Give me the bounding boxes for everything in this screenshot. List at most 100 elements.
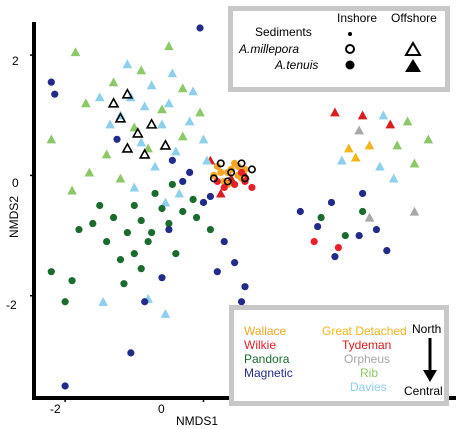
site-label-rib: Rib xyxy=(360,366,379,380)
shape-legend: Sediments Inshore Offshore A.millepora A… xyxy=(228,6,450,92)
data-point-pandora-28 xyxy=(359,207,367,216)
data-point-davies-0 xyxy=(122,59,133,69)
data-point-magnetic-1 xyxy=(47,78,55,86)
data-point-rib-9 xyxy=(177,131,188,141)
data-point-wilkie-7 xyxy=(334,244,342,252)
data-point-magnetic-18 xyxy=(331,253,339,261)
data-point-davies-10 xyxy=(150,161,160,171)
data-point-magnetic-5 xyxy=(206,192,215,201)
data-point-great-detached-0 xyxy=(343,143,354,153)
data-point-magnetic-28 xyxy=(113,135,121,143)
data-point-rib-0 xyxy=(70,47,81,57)
data-point-wilkie-6 xyxy=(310,237,318,246)
data-point-pandora-11 xyxy=(189,195,197,204)
legend-tenuis-offshore-marker xyxy=(405,59,421,72)
data-point-tydeman-0 xyxy=(330,107,340,117)
data-point-davies-1 xyxy=(146,80,157,90)
data-point-magnetic-24 xyxy=(241,283,249,291)
site-label-orpheus: Orpheus xyxy=(344,352,391,366)
points-layer xyxy=(46,24,434,390)
data-point-magnetic-15 xyxy=(199,198,208,207)
data-point-magnetic-12 xyxy=(61,382,69,390)
data-point-davies-19 xyxy=(375,161,385,171)
legend-millepora-label: A.millepora xyxy=(239,42,300,56)
data-point-tydeman-1 xyxy=(357,110,368,120)
site-label-tydeman: Tydeman xyxy=(342,338,392,352)
data-point-wilkie-3 xyxy=(213,177,221,186)
data-point-davies-16 xyxy=(160,197,171,207)
legend-markers xyxy=(345,32,422,72)
data-point-a-millepora-inshore--0 xyxy=(216,159,225,168)
data-point-wallace-5 xyxy=(217,168,225,176)
y-tick-label-neg2: -2 xyxy=(6,298,17,312)
data-point-davies-12 xyxy=(184,116,195,126)
data-point-rib-15 xyxy=(195,107,205,117)
data-point-a-millepora-offshore--2 xyxy=(114,112,127,123)
data-point-tydeman-4 xyxy=(226,173,236,183)
data-point-davies-4 xyxy=(188,86,198,96)
data-point-rib-16 xyxy=(423,134,434,144)
data-point-wilkie-5 xyxy=(248,183,256,192)
data-point-magnetic-20 xyxy=(372,225,381,234)
data-point-orpheus-2 xyxy=(364,212,375,222)
data-point-pandora-17 xyxy=(61,298,69,306)
data-point-magnetic-11 xyxy=(127,349,135,357)
data-point-davies-11 xyxy=(105,119,115,129)
data-point-a-millepora-inshore--5 xyxy=(247,165,256,174)
legend-offshore-header: Offshore xyxy=(391,11,437,25)
data-point-magnetic-6 xyxy=(220,237,228,246)
data-point-rib-3 xyxy=(108,77,119,87)
data-point-pandora-26 xyxy=(341,231,349,240)
data-point-pandora-2 xyxy=(123,228,131,237)
data-point-pandora-16 xyxy=(68,277,76,285)
data-point-magnetic-26 xyxy=(213,268,221,276)
data-point-a-millepora-offshore--4 xyxy=(131,127,144,138)
data-point-davies-15 xyxy=(174,188,185,198)
site-label-davies: Davies xyxy=(350,380,387,394)
data-point-rib-11 xyxy=(67,185,77,195)
data-point-pandora-13 xyxy=(96,201,104,210)
data-point-pandora-9 xyxy=(165,219,173,228)
data-point-magnetic-19 xyxy=(355,231,363,240)
site-label-wallace: Wallace xyxy=(244,324,287,338)
data-point-rib-8 xyxy=(157,104,167,114)
legend-millepora-offshore-marker xyxy=(404,41,422,56)
data-point-magnetic-22 xyxy=(359,189,367,198)
data-point-pandora-1 xyxy=(137,216,145,225)
data-point-pandora-4 xyxy=(89,219,97,228)
data-point-pandora-27 xyxy=(317,213,325,222)
data-point-rib-1 xyxy=(164,41,174,51)
data-point-magnetic-2 xyxy=(51,90,59,98)
data-point-rib-6 xyxy=(101,149,112,159)
data-point-orpheus-1 xyxy=(409,206,420,216)
data-point-davies-18 xyxy=(337,155,347,165)
data-point-wilkie-4 xyxy=(237,168,246,176)
data-point-a-millepora-offshore--0 xyxy=(107,97,120,108)
legend-tenuis-label: A.tenuis xyxy=(275,58,319,72)
data-point-davies-13 xyxy=(94,92,105,102)
data-point-magnetic-27 xyxy=(186,168,194,176)
data-point-a-millepora-inshore--1 xyxy=(227,168,236,177)
data-point-pandora-6 xyxy=(144,237,152,246)
data-point-a-millepora-offshore--3 xyxy=(145,118,158,129)
data-point-davies-25 xyxy=(160,308,171,318)
site-legend: Wallace Wilkie Pandora Magnetic Great De… xyxy=(229,305,449,406)
data-point-davies-5 xyxy=(157,119,167,129)
data-point-magnetic-14 xyxy=(179,177,187,186)
data-point-pandora-7 xyxy=(130,250,138,258)
x-axis-label: NMDS1 xyxy=(176,414,219,428)
data-point-a-millepora-inshore--4 xyxy=(223,177,232,186)
data-point-magnetic-10 xyxy=(141,298,149,306)
x-tick-label-neg2: -2 xyxy=(50,402,61,416)
data-point-rib-5 xyxy=(46,134,57,144)
data-point-a-millepora-offshore--7 xyxy=(121,142,134,153)
data-point-davies-23 xyxy=(202,155,212,165)
data-point-davies-14 xyxy=(139,101,150,111)
legend-sediment-dot xyxy=(348,32,352,36)
data-point-rib-2 xyxy=(136,65,147,75)
site-label-great-detached: Great Detached xyxy=(322,324,407,338)
site-label-wilkie: Wilkie xyxy=(244,338,276,352)
data-point-pandora-19 xyxy=(137,265,145,273)
data-point-davies-3 xyxy=(167,68,178,78)
data-point-pandora-20 xyxy=(172,250,180,258)
